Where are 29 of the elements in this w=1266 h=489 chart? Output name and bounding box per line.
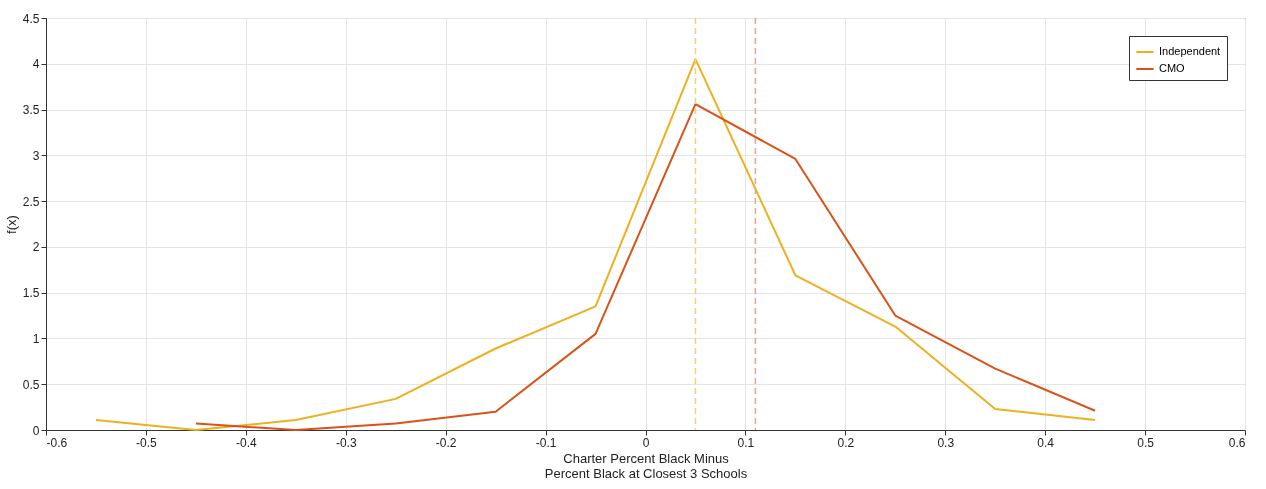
x-axis-title: Charter Percent Black Minus Percent Black at Closest 3 Schools	[544, 450, 748, 481]
x-tick-label: -0.6	[46, 435, 68, 450]
x-tick-label: 0	[642, 435, 650, 450]
y-tick-label: 0.5	[22, 377, 40, 392]
legend-label: CMO	[1159, 62, 1186, 74]
line-series	[94, 58, 1097, 431]
x-tick-label: 0.4	[1037, 435, 1055, 450]
y-tick-label: 2.5	[22, 194, 40, 209]
x-tick-label: -0.2	[435, 435, 457, 450]
x-tick-label: -0.5	[136, 435, 158, 450]
y-tick-label: 4.5	[22, 11, 40, 26]
x-tick-label: -0.3	[335, 435, 357, 450]
y-tick-label: 3.5	[22, 103, 40, 118]
legend-label: Independent	[1159, 45, 1221, 57]
x-tick-label: 0.1	[737, 435, 755, 450]
y-tick-label: 1.5	[22, 286, 40, 301]
y-axis-title: f(x)	[3, 215, 19, 234]
y-tick-label: 3	[32, 148, 40, 163]
y-tick-label: 2	[32, 240, 40, 255]
x-tick-label: 0.5	[1137, 435, 1155, 450]
y-tick-label: 0	[32, 423, 40, 438]
x-tick-label: 0.2	[837, 435, 855, 450]
x-tick-label: -0.4	[235, 435, 257, 450]
y-tick-label: 1	[32, 331, 40, 346]
x-tick-label: -0.1	[535, 435, 557, 450]
line-series	[194, 103, 1097, 431]
x-tick-label: 0.6	[1228, 435, 1246, 450]
x-tick-label: 0.3	[937, 435, 955, 450]
y-tick-label: 4	[32, 57, 40, 72]
